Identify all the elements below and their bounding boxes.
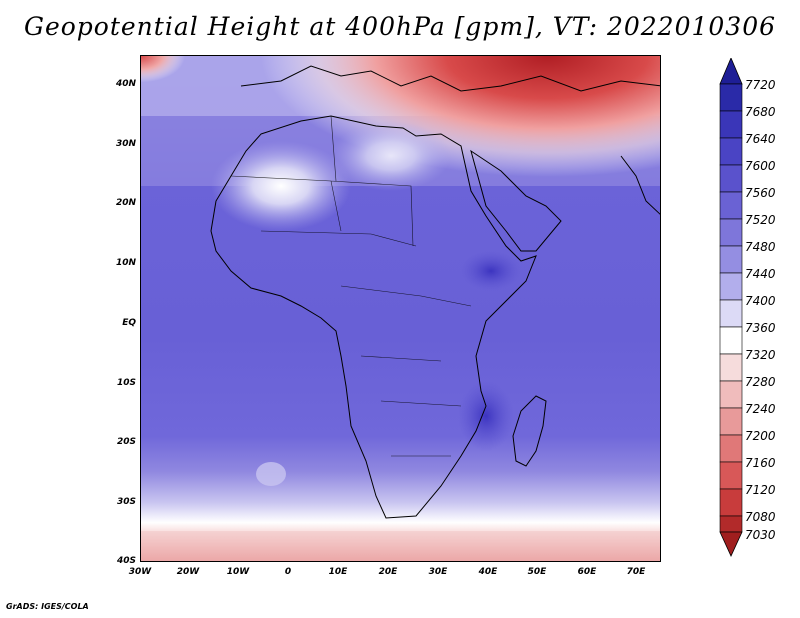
grads-credit: GrADS: IGES/COLA <box>6 602 89 611</box>
libya-ridge <box>331 121 451 191</box>
colorbar-label: 7120 <box>745 483 776 497</box>
africa-coastline <box>210 115 537 519</box>
lat-label-20n: 20N <box>115 198 136 208</box>
madagascar-coastline <box>512 395 547 467</box>
arabia-coastline <box>470 149 562 252</box>
colorbar-label: 7200 <box>745 429 776 443</box>
colorbar-label: 7360 <box>745 321 776 335</box>
colorbar-label: 7030 <box>745 528 776 542</box>
lon-label-40e: 40E <box>478 567 498 577</box>
lon-label-30w: 30W <box>128 567 152 577</box>
colorbar-bottom-arrow <box>719 531 743 557</box>
lon-label-0: 0 <box>284 567 292 577</box>
colorbar-label: 7600 <box>745 159 776 173</box>
lon-label-50e: 50E <box>527 567 547 577</box>
colorbar-top-arrow <box>719 58 743 85</box>
colorbar-label: 7320 <box>745 348 776 362</box>
europe-coastline <box>240 65 660 92</box>
lat-label-40n: 40N <box>115 79 136 89</box>
colorbar-label: 7640 <box>745 132 776 146</box>
colorbar <box>719 58 743 557</box>
colorbar-label: 7480 <box>745 240 776 254</box>
lon-label-10e: 10E <box>328 567 348 577</box>
lat-label-10n: 10N <box>115 258 136 268</box>
colorbar-label: 7560 <box>745 186 776 200</box>
lon-label-30e: 30E <box>428 567 448 577</box>
colorbar-label: 7280 <box>745 375 776 389</box>
colorbar-label: 7440 <box>745 267 776 281</box>
india-coastline <box>620 155 660 215</box>
lon-label-60e: 60E <box>577 567 597 577</box>
colorbar-label: 7080 <box>745 510 776 524</box>
colorbar-label: 7160 <box>745 456 776 470</box>
high-mozambique <box>458 381 514 451</box>
colorbar-label: 7680 <box>745 105 776 119</box>
country-borders <box>230 115 472 457</box>
colorbar-label: 7720 <box>745 78 776 92</box>
south-atlantic-patch <box>256 462 286 486</box>
lon-label-70e: 70E <box>626 567 646 577</box>
colorbar-label: 7400 <box>745 294 776 308</box>
lon-label-20w: 20W <box>176 567 200 577</box>
lat-label-30n: 30N <box>115 139 136 149</box>
colorbar-label: 7520 <box>745 213 776 227</box>
height-field-svg <box>141 56 660 561</box>
sahara-ridge <box>211 141 351 231</box>
high-ethiopia <box>461 251 521 291</box>
colorbar-label: 7240 <box>745 402 776 416</box>
lon-label-20e: 20E <box>378 567 398 577</box>
lat-label-10s: 10S <box>116 378 136 388</box>
lon-label-10w: 10W <box>226 567 250 577</box>
map-title: Geopotential Height at 400hPa [gpm], VT:… <box>23 12 777 41</box>
lat-label-40s: 40S <box>116 556 136 566</box>
lat-label-20s: 20S <box>116 437 136 447</box>
south-band <box>141 531 660 561</box>
lat-label-eq: EQ <box>122 318 136 328</box>
map-panel <box>140 55 661 562</box>
lat-label-30s: 30S <box>116 497 136 507</box>
